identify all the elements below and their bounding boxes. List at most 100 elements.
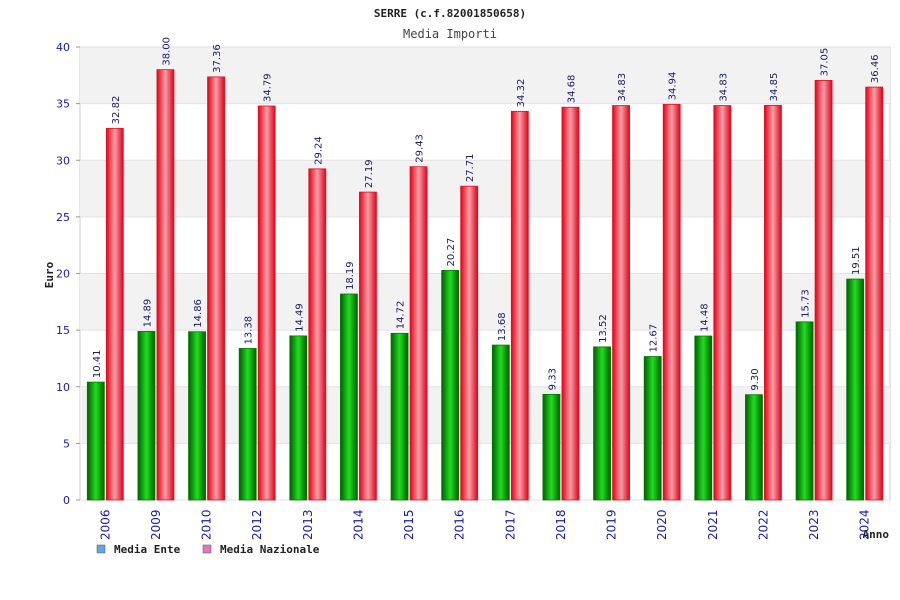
x-tick-label: 2010 <box>200 509 214 540</box>
data-label: 14.49 <box>294 303 305 332</box>
bar-media-nazionale-2019 <box>612 105 630 501</box>
bar-media-ente-2015 <box>390 332 409 501</box>
bar-media-ente-2019 <box>593 346 611 501</box>
legend-label-media-ente: Media Ente <box>114 543 181 556</box>
legend-swatch-media-ente <box>96 544 106 554</box>
data-label: 14.48 <box>699 303 710 332</box>
bar-media-nazionale-2020 <box>662 103 681 501</box>
bar-media-ente-2012 <box>238 348 257 501</box>
x-tick-label: 2016 <box>453 509 467 540</box>
legend: Media Ente Media Nazionale <box>96 543 320 556</box>
data-label: 29.43 <box>415 134 426 163</box>
data-labels: 10.41 32.82 14.89 38.00 14.86 37.36 13.38 34.79… <box>92 37 881 391</box>
x-tick-label: 2014 <box>351 509 365 540</box>
bar-media-nazionale-2023 <box>814 80 833 501</box>
y-tick-label: 25 <box>56 211 70 224</box>
x-tick-label: 2022 <box>756 509 770 540</box>
bar-media-nazionale-2013 <box>308 168 327 501</box>
x-tick-label: 2021 <box>706 509 720 540</box>
x-axis-ticks: 2006 2009 2010 2012 2013 2014 2015 2016 2017 2018… <box>98 509 871 540</box>
data-label: 19.51 <box>851 246 862 275</box>
x-tick-label: 2006 <box>98 509 112 540</box>
data-label: 15.73 <box>801 289 812 318</box>
x-tick-label: 2009 <box>149 509 163 540</box>
bar-media-nazionale-2021 <box>713 105 732 501</box>
bar-media-ente-2021 <box>694 335 713 501</box>
legend-swatch-media-nazionale <box>202 544 212 554</box>
data-label: 34.32 <box>516 79 527 108</box>
data-label: 34.83 <box>617 73 628 102</box>
bar-media-ente-2014 <box>340 293 358 501</box>
bar-media-ente-2022 <box>745 394 763 501</box>
x-axis-label: Anno <box>863 528 890 541</box>
bar-media-nazionale-2017 <box>510 110 529 501</box>
data-label: 34.94 <box>668 72 679 101</box>
data-label: 36.46 <box>870 54 881 83</box>
data-label: 38.00 <box>161 37 172 66</box>
data-label: 29.24 <box>313 136 324 165</box>
data-label: 14.89 <box>142 299 153 328</box>
chart-title: SERRE (c.f.82001850658) <box>374 7 526 20</box>
bar-media-nazionale-2014 <box>359 191 377 501</box>
x-tick-label: 2024 <box>858 509 872 540</box>
data-label: 9.30 <box>750 368 761 390</box>
bar-media-nazionale-2018 <box>561 106 580 501</box>
data-label: 34.83 <box>718 73 729 102</box>
data-label: 12.67 <box>649 324 660 353</box>
data-label: 34.68 <box>566 75 577 104</box>
data-label: 27.19 <box>364 159 375 188</box>
data-label: 13.38 <box>244 316 255 345</box>
bar-media-ente-2016 <box>441 270 460 501</box>
x-tick-label: 2015 <box>402 509 416 540</box>
data-label: 9.33 <box>547 368 558 390</box>
legend-label-media-nazionale: Media Nazionale <box>220 543 320 556</box>
y-tick-label: 10 <box>56 381 70 394</box>
bar-media-ente-2013 <box>289 335 308 501</box>
data-label: 27.71 <box>465 154 476 183</box>
x-tick-label: 2020 <box>655 509 669 540</box>
y-tick-label: 35 <box>56 98 70 111</box>
data-label: 32.82 <box>111 96 122 125</box>
bar-media-ente-2009 <box>137 330 156 501</box>
bar-media-ente-2020 <box>643 356 662 501</box>
y-tick-label: 15 <box>56 324 70 337</box>
y-tick-label: 20 <box>56 268 70 281</box>
data-label: 13.52 <box>598 314 609 343</box>
data-label: 34.85 <box>769 73 780 102</box>
bar-media-nazionale-2016 <box>460 185 479 501</box>
data-label: 37.36 <box>212 44 223 73</box>
y-tick-label: 0 <box>63 494 70 507</box>
bar-media-nazionale-2012 <box>257 105 276 501</box>
y-axis-label: Euro <box>43 261 56 288</box>
data-label: 13.68 <box>497 312 508 341</box>
y-tick-label: 40 <box>56 41 70 54</box>
bar-media-ente-2006 <box>86 381 105 501</box>
data-label: 18.19 <box>345 261 356 290</box>
data-label: 14.86 <box>193 299 204 328</box>
bar-media-nazionale-2006 <box>105 127 124 501</box>
x-tick-label: 2023 <box>807 509 821 540</box>
bar-media-ente-2010 <box>188 331 206 501</box>
chart-subtitle: Media Importi <box>403 27 497 41</box>
y-axis-ticks: 0 5 10 15 20 25 30 35 40 <box>56 41 80 507</box>
data-label: 34.79 <box>263 73 274 102</box>
bars <box>86 69 884 501</box>
x-tick-label: 2019 <box>605 509 619 540</box>
bar-media-ente-2024 <box>846 278 865 501</box>
bar-media-ente-2018 <box>542 393 561 501</box>
x-tick-label: 2017 <box>503 509 517 540</box>
data-label: 20.27 <box>446 238 457 267</box>
bar-media-ente-2017 <box>491 344 510 501</box>
x-tick-label: 2012 <box>250 509 264 540</box>
y-tick-label: 30 <box>56 154 70 167</box>
bar-media-ente-2023 <box>795 321 814 501</box>
bar-media-nazionale-2022 <box>764 104 782 501</box>
bar-media-nazionale-2010 <box>207 76 225 501</box>
bar-media-nazionale-2015 <box>409 166 428 501</box>
x-tick-label: 2013 <box>301 509 315 540</box>
data-label: 10.41 <box>92 349 103 378</box>
data-label: 37.05 <box>820 48 831 77</box>
data-label: 14.72 <box>396 301 407 330</box>
x-tick-label: 2018 <box>554 509 568 540</box>
